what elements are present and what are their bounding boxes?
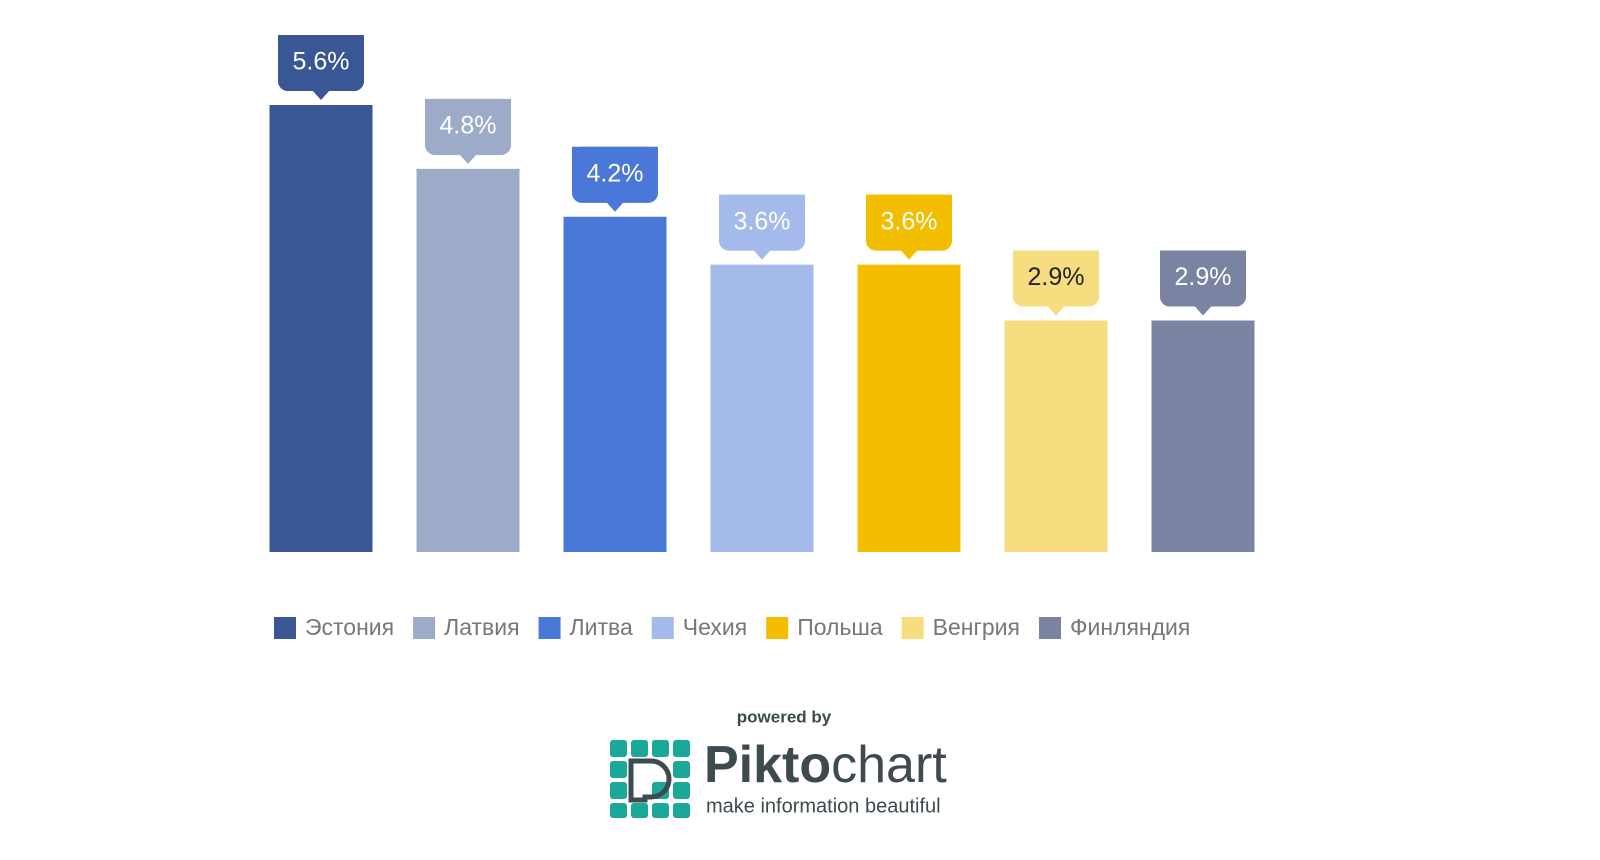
legend-label: Финляндия [1070, 614, 1190, 640]
label-pointer [900, 249, 918, 260]
label-bubble-body [278, 35, 364, 91]
label-pointer [1047, 305, 1065, 316]
label-bubble-body [1013, 250, 1099, 307]
legend-label: Эстония [305, 614, 394, 640]
bar [1151, 320, 1255, 552]
brand: Piktochart [704, 736, 947, 794]
bar [416, 168, 520, 552]
tagline: make information beautiful [706, 795, 941, 817]
label-pointer [1194, 305, 1212, 316]
legend-label: Латвия [444, 614, 519, 640]
powered-by: powered by [737, 707, 832, 726]
value-label: 3.6% [881, 207, 938, 235]
bar [563, 216, 667, 552]
label-pointer [753, 249, 771, 260]
label-bubble-body [719, 194, 805, 251]
label-pointer [459, 153, 477, 164]
value-label: 4.8% [440, 111, 497, 139]
bar [1004, 320, 1108, 552]
legend-label: Венгрия [933, 614, 1020, 640]
legend-swatch [1039, 617, 1061, 639]
legend-label: Чехия [683, 614, 747, 640]
legend-label: Литва [570, 614, 633, 640]
value-label: 2.9% [1028, 263, 1085, 291]
bar [857, 264, 961, 552]
value-label: 5.6% [293, 48, 350, 76]
legend-swatch [538, 617, 561, 639]
legend-swatch [651, 617, 674, 639]
label-bubble-body [425, 98, 511, 155]
piktochart-logo [610, 740, 690, 818]
legend-swatch [766, 617, 789, 639]
legend-label: Польша [797, 614, 883, 640]
label-bubble-body [572, 146, 658, 203]
legend-swatch [901, 617, 924, 639]
label-pointer [312, 90, 330, 100]
brand-light: chart [831, 736, 947, 794]
label-bubble-body [1160, 250, 1246, 307]
bar [710, 264, 814, 552]
value-label: 3.6% [734, 207, 791, 235]
value-label: 4.2% [587, 159, 644, 187]
value-label: 2.9% [1175, 263, 1232, 291]
brand-bold: Pikto [704, 736, 831, 794]
bar [269, 105, 373, 552]
label-bubble-body [866, 194, 952, 251]
legend-swatch [274, 617, 296, 639]
legend-swatch [413, 617, 436, 639]
label-pointer [606, 201, 624, 212]
